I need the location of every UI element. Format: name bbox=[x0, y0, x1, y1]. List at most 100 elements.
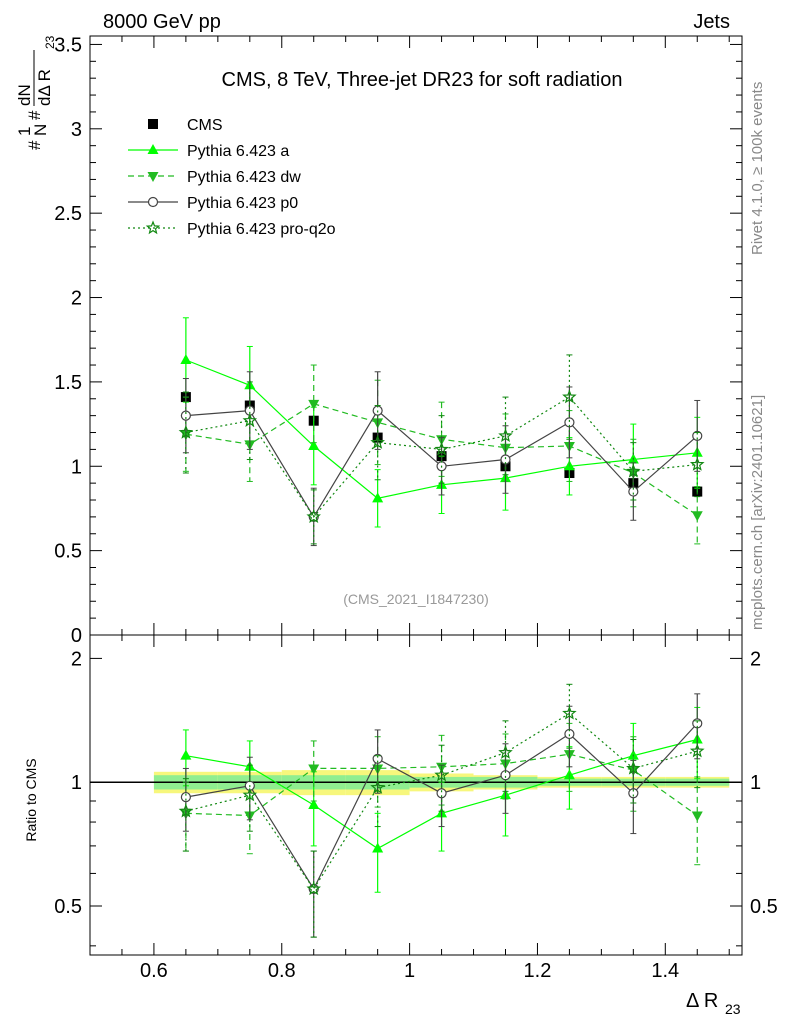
legend: CMS Pythia 6.423 a Pythia 6.423 dw Pythia 6… bbox=[128, 117, 336, 238]
ratio-series-0-point bbox=[308, 799, 320, 810]
ratio-series-3-point bbox=[370, 779, 385, 794]
legend-item: Pythia 6.423 p0 bbox=[128, 195, 298, 212]
main-ytick-label: 3.5 bbox=[54, 34, 82, 56]
ratio-xtick-label: 0.8 bbox=[268, 960, 296, 982]
main-panel: 0 0.5 1 1.5 2 2.5 3 3.5 CMS, 8 TeV, Three-jet D… bbox=[54, 34, 743, 647]
ratio-series-3-point bbox=[242, 787, 258, 802]
mcplots-text: mcplots.cern.ch [arXiv:2401.10621] bbox=[749, 395, 766, 630]
header-left-label: 8000 GeV pp bbox=[103, 11, 221, 33]
ratio-axes: 0.5 0.5 1 1 2 2 0.6 0.8 1 1.2 1.4 bbox=[54, 635, 778, 982]
main-ylabel: # 1 N # dN dΔ R 23 bbox=[15, 35, 57, 150]
ratio-xtick-label: 1.4 bbox=[651, 960, 679, 982]
ratio-series-3-point bbox=[498, 744, 513, 759]
legend-item: CMS bbox=[148, 117, 223, 134]
legend-marker bbox=[148, 119, 158, 129]
ratio-series-2 bbox=[180, 693, 703, 938]
legend-label: Pythia 6.423 dw bbox=[187, 169, 301, 186]
main-series-3-point bbox=[628, 486, 639, 497]
ratio-series-3-point bbox=[562, 705, 577, 720]
ratio-series-2-point bbox=[436, 788, 447, 799]
ratio-series-2-point bbox=[500, 770, 511, 781]
main-series-4-point bbox=[689, 456, 705, 471]
ylabel-sub: 23 bbox=[43, 35, 57, 49]
main-series-4-point bbox=[306, 509, 321, 524]
main-ytick-label: 3 bbox=[71, 119, 82, 141]
main-series-4-point bbox=[370, 434, 385, 449]
ylabel-n: N bbox=[31, 124, 50, 136]
ratio-series-3-point bbox=[434, 767, 449, 782]
ratio-series-3 bbox=[178, 683, 705, 938]
main-series-3-point bbox=[692, 430, 703, 441]
ratio-series-3-point bbox=[306, 881, 321, 896]
main-marks bbox=[178, 317, 705, 547]
main-ytick-label: 0.5 bbox=[54, 541, 82, 563]
main-series-4-point bbox=[626, 463, 641, 478]
legend-label: Pythia 6.423 pro-q2o bbox=[187, 221, 336, 238]
main-series-2-point bbox=[691, 511, 703, 522]
ratio-panel: 0.5 0.5 1 1 2 2 0.6 0.8 1 1.2 1.4 bbox=[54, 634, 778, 982]
legend-label: CMS bbox=[187, 117, 223, 134]
main-axes: 0 0.5 1 1.5 2 2.5 3 3.5 bbox=[54, 34, 742, 647]
legend-item: Pythia 6.423 dw bbox=[128, 169, 301, 186]
main-series-1-point bbox=[372, 492, 384, 503]
ylabel-den: dΔ R bbox=[35, 69, 54, 106]
legend-item: Pythia 6.423 pro-q2o bbox=[128, 220, 336, 238]
ylabel-hash: # bbox=[25, 110, 44, 120]
ylabel-prefix: # bbox=[25, 140, 44, 150]
ratio-ytick-label-left: 1 bbox=[71, 772, 82, 794]
xlabel-sub: 23 bbox=[725, 1001, 741, 1017]
ratio-xtick-label: 1.2 bbox=[524, 960, 552, 982]
main-ytick-label: 2.5 bbox=[54, 203, 82, 225]
ratio-frame bbox=[89, 634, 743, 956]
legend-label: Pythia 6.423 a bbox=[187, 143, 289, 160]
chart-title: CMS, 8 TeV, Three-jet DR23 for soft radi… bbox=[222, 69, 623, 91]
ratio-series-2-point bbox=[628, 788, 639, 799]
main-ytick-label: 2 bbox=[71, 288, 82, 310]
ratio-series-3-point bbox=[178, 803, 194, 818]
rivet-text: Rivet 4.1.0, ≥ 100k events bbox=[749, 82, 766, 255]
ratio-xtick-label: 0.6 bbox=[140, 960, 168, 982]
ylabel-one: 1 bbox=[15, 127, 34, 136]
main-ytick-label: 1 bbox=[71, 456, 82, 478]
ratio-marks bbox=[178, 683, 705, 938]
ylabel-dn: dN bbox=[15, 84, 34, 106]
ratio-series-3-point bbox=[626, 760, 641, 775]
series-4 bbox=[178, 354, 705, 545]
legend-label: Pythia 6.423 p0 bbox=[187, 195, 298, 212]
ratio-ylabel: Ratio to CMS bbox=[23, 758, 39, 841]
main-ytick-label: 0 bbox=[71, 625, 82, 647]
ratio-ytick-label-right: 2 bbox=[750, 648, 761, 670]
ratio-series-0-point bbox=[372, 842, 384, 853]
main-series-1-point bbox=[308, 440, 320, 451]
xlabel: Δ R 23 bbox=[686, 990, 741, 1017]
main-series-1-point bbox=[180, 353, 192, 364]
legend-marker bbox=[147, 172, 159, 182]
main-series-2-point bbox=[308, 399, 320, 410]
main-series-4-point bbox=[498, 428, 513, 443]
main-series-4-point bbox=[562, 389, 577, 404]
ratio-series-2-point bbox=[372, 753, 383, 764]
main-series-4-point bbox=[178, 424, 194, 439]
legend-marker bbox=[147, 196, 159, 208]
xlabel-text: Δ R bbox=[686, 990, 718, 1012]
mcplots-label: mcplots.cern.ch [arXiv:2401.10621] bbox=[749, 395, 766, 630]
ratio-ytick-label-right: 1 bbox=[750, 772, 761, 794]
series-3 bbox=[180, 371, 703, 547]
ratio-series-0-point bbox=[180, 749, 192, 760]
legend-item: Pythia 6.423 a bbox=[128, 143, 289, 160]
ratio-ytick-label-right: 0.5 bbox=[750, 896, 778, 918]
analysis-tag: (CMS_2021_I1847230) bbox=[343, 591, 489, 607]
ratio-series-1-point bbox=[308, 764, 320, 775]
rivet-label: Rivet 4.1.0, ≥ 100k events bbox=[749, 82, 766, 255]
ratio-ytick-label-left: 0.5 bbox=[54, 896, 82, 918]
header-right-label: Jets bbox=[693, 11, 730, 33]
main-series-4-point bbox=[242, 413, 258, 427]
ratio-ylabel-text: Ratio to CMS bbox=[23, 758, 39, 841]
main-ytick-label: 1.5 bbox=[54, 372, 82, 394]
main-series-3-point bbox=[180, 410, 191, 421]
main-series-4-point bbox=[434, 441, 449, 456]
ratio-ytick-label-left: 2 bbox=[71, 648, 82, 670]
ratio-series-1-point bbox=[691, 811, 703, 822]
ratio-xtick-label: 1 bbox=[404, 960, 415, 982]
